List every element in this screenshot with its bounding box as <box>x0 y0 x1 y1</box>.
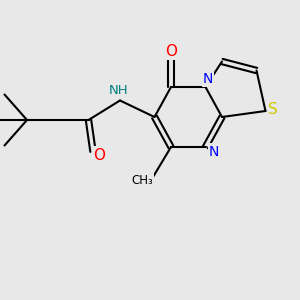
Text: CH₃: CH₃ <box>132 173 153 187</box>
Text: S: S <box>268 102 278 117</box>
Text: N: N <box>209 145 219 158</box>
Text: O: O <box>165 44 177 59</box>
Text: N: N <box>203 72 213 86</box>
Text: O: O <box>94 148 106 163</box>
Text: NH: NH <box>109 84 128 98</box>
